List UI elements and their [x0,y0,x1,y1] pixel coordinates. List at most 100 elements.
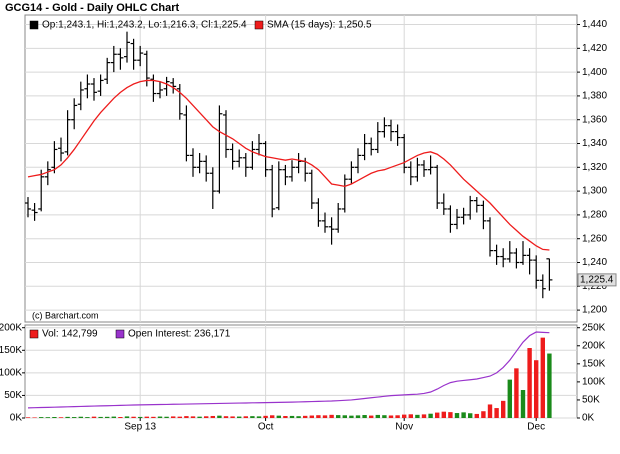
volume-bar [144,416,149,418]
volume-bar [309,415,314,418]
volume-bar [395,415,400,418]
volume-bar [428,413,433,418]
volume-bar [296,416,301,418]
legend-swatch [29,329,39,339]
y-tick-label: 0K [10,413,23,424]
volume-bar [91,416,97,418]
volume-bar [85,417,90,418]
x-tick-label: Oct [258,422,274,433]
volume-bar [151,416,156,418]
volume-bar [474,413,479,418]
sma-line [27,79,550,251]
y-tick-label: 1,300 [582,186,607,197]
last-price-box [577,273,617,287]
volume-bar [237,416,242,418]
volume-bar [197,416,202,418]
volume-bar [441,411,446,418]
legend-swatch [29,20,39,30]
y-tick-label: 1,440 [582,19,607,30]
chart-title: GCG14 - Gold - Daily OHLC Chart [5,2,180,14]
volume-bar [435,412,440,418]
y-tick-label: 1,220 [582,281,607,292]
volume-bar [32,417,37,418]
volume-bar [52,417,57,418]
y-tick-label: 1,340 [582,138,607,149]
volume-bar [534,360,539,418]
volume-bar [507,379,512,418]
volume-bar [527,348,532,418]
y-tick-label: 1,380 [582,91,607,102]
volume-bar [283,416,288,418]
volume-bar [98,416,103,418]
y2-tick-label: 250K [582,322,606,333]
volume-bar [329,414,334,418]
volume-bar [177,416,182,418]
y2-tick-label: 0K [582,413,595,424]
volume-bar [58,417,64,418]
volume-bar [375,414,380,418]
volume-bar [105,416,110,418]
volume-bar [111,416,116,418]
y-tick-label: 1,260 [582,233,607,244]
volume-bar [355,415,361,418]
y-tick-label: 1,400 [582,67,607,78]
volume-bar [157,416,163,418]
volume-bar [303,415,308,418]
volume-bar [415,414,420,418]
volume-bar [362,415,367,418]
volume-bar [243,416,248,418]
price-panel [24,14,578,323]
volume-bar [210,415,215,418]
last-price-label: 1,225.4 [580,275,614,286]
volume-bar [270,415,275,418]
volume-bar [382,415,387,418]
volume-bar [501,400,506,418]
y2-tick-label: 150K [582,358,606,369]
volume-bar [540,337,545,418]
volume-bar [171,416,176,418]
volume-bar [289,415,295,418]
volume-bar [65,416,70,418]
volume-bar [421,414,427,418]
x-tick-label: Dec [527,422,545,433]
volume-bar [45,417,50,418]
legend-label: Open Interest: 236,171 [128,329,231,340]
volume-bar [190,416,196,418]
volume-bar [217,415,222,418]
y-tick-label: 50K [4,390,22,401]
volume-bar [223,416,229,418]
volume-bar [448,412,453,418]
volume-bar [164,416,169,418]
volume-bar [369,415,374,418]
volume-bar [316,415,321,418]
volume-bar [408,414,413,418]
y-tick-label: 1,320 [582,162,607,173]
legend-swatch [254,20,264,30]
volume-bar [487,404,493,418]
open-interest-line [27,331,550,409]
volume-bar [322,415,328,418]
volume-bar [118,417,123,418]
y-tick-label: 1,360 [582,114,607,125]
volume-bar [138,416,143,418]
volume-bar [547,353,552,418]
y-tick-label: 1,240 [582,257,607,268]
y-tick-label: 1,420 [582,43,607,54]
legend-label: Op:1,243.1, Hi:1,243.2, Lo:1,216.3, Cl:1… [42,20,247,31]
volume-bar [276,415,281,418]
legend-swatch [115,329,125,339]
y-tick-label: 1,200 [582,305,607,316]
volume-bar [78,416,83,418]
y-tick-label: 150K [0,345,22,356]
volume-bar [342,415,347,418]
volume-bar [184,416,189,418]
legend-label: SMA (15 days): 1,250.5 [267,20,372,31]
y-tick-label: 100K [0,367,22,378]
legend-label: Vol: 142,799 [42,329,98,340]
volume-bar [263,415,268,418]
volume-bar [402,414,407,418]
volume-bar [124,416,130,418]
volume-bar [230,416,235,418]
volume-bar [72,417,77,418]
